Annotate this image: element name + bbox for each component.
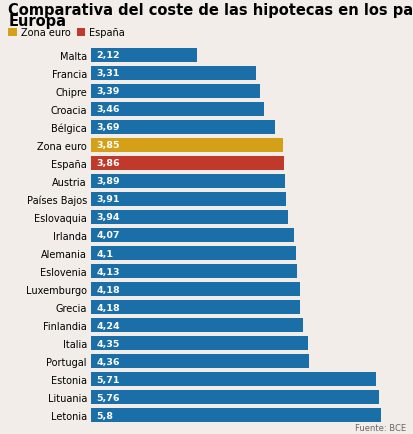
Text: 3,89: 3,89 — [96, 177, 119, 186]
Bar — [91, 319, 302, 332]
Bar — [91, 372, 375, 386]
Bar — [91, 336, 308, 350]
Bar — [91, 408, 380, 422]
Bar — [91, 283, 299, 296]
Bar — [91, 355, 308, 368]
Bar — [91, 264, 297, 279]
Text: 3,69: 3,69 — [96, 123, 119, 132]
Bar — [91, 66, 256, 80]
Text: 4,07: 4,07 — [96, 231, 119, 240]
Text: 3,94: 3,94 — [96, 213, 119, 222]
Text: 3,46: 3,46 — [96, 105, 119, 114]
Bar — [91, 102, 263, 116]
Text: Fuente: BCE: Fuente: BCE — [354, 423, 405, 432]
Text: 3,31: 3,31 — [96, 69, 119, 78]
Text: 4,36: 4,36 — [96, 357, 119, 366]
Text: 3,85: 3,85 — [96, 141, 119, 150]
Text: 3,86: 3,86 — [96, 159, 119, 168]
Bar — [91, 391, 378, 404]
Text: 4,13: 4,13 — [96, 267, 119, 276]
Bar — [91, 174, 285, 188]
Text: 3,39: 3,39 — [96, 87, 119, 96]
Text: 4,18: 4,18 — [96, 285, 119, 294]
Bar — [91, 247, 295, 260]
Text: 4,18: 4,18 — [96, 303, 119, 312]
Bar — [91, 138, 282, 152]
Text: Comparativa del coste de las hipotecas en los países en: Comparativa del coste de las hipotecas e… — [8, 2, 413, 18]
Text: 2,12: 2,12 — [96, 51, 119, 60]
Bar — [91, 300, 299, 315]
Text: 5,8: 5,8 — [96, 411, 113, 420]
Bar — [91, 192, 286, 207]
Bar — [91, 228, 294, 243]
Text: 4,24: 4,24 — [96, 321, 119, 330]
Text: 5,76: 5,76 — [96, 393, 119, 402]
Bar — [91, 121, 275, 135]
Bar — [91, 156, 283, 171]
Legend: Zona euro, España: Zona euro, España — [8, 28, 125, 38]
Text: 4,1: 4,1 — [96, 249, 113, 258]
Text: Europa: Europa — [8, 14, 66, 29]
Text: 5,71: 5,71 — [96, 375, 119, 384]
Text: 3,91: 3,91 — [96, 195, 119, 204]
Text: 4,35: 4,35 — [96, 339, 119, 348]
Bar — [91, 49, 197, 62]
Bar — [91, 210, 287, 224]
Bar — [91, 85, 260, 99]
